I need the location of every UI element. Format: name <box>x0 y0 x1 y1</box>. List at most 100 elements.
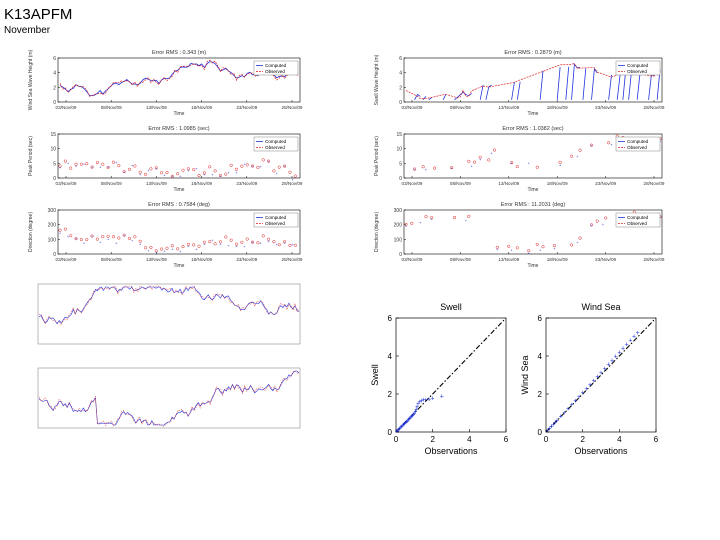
data-point: + <box>595 374 599 381</box>
observed-point <box>578 148 582 152</box>
x-tick-label: 28/Nov/09 <box>644 105 665 110</box>
computed-point: + <box>187 168 190 173</box>
y-tick-label: 4 <box>388 352 393 361</box>
legend-box <box>253 60 299 76</box>
x-axis-label: Time <box>528 187 539 193</box>
observed-point <box>95 237 99 241</box>
computed-point: + <box>115 241 118 246</box>
observed-point <box>256 165 260 169</box>
data-point: + <box>416 401 420 408</box>
computed-point: + <box>75 163 78 168</box>
observed-point <box>95 160 99 165</box>
y-tick-label: 0 <box>399 252 402 258</box>
observed-point <box>197 244 201 248</box>
y-tick-label: 4 <box>399 71 402 77</box>
y-tick-label: 0 <box>53 100 56 106</box>
x-tick-label: 28/Nov/09 <box>644 257 665 262</box>
y-tick-label: 4 <box>53 71 56 77</box>
computed-point: + <box>219 242 222 247</box>
x-axis-label: Observations <box>424 446 478 456</box>
y-tick-label: 15 <box>50 132 56 138</box>
observed-point <box>535 242 539 246</box>
observed-point <box>527 249 531 253</box>
x-tick-label: 28/Nov/09 <box>282 257 303 262</box>
observed-point <box>79 238 83 242</box>
data-point: + <box>603 366 607 373</box>
observed-point <box>404 222 408 226</box>
computed-point: + <box>235 243 238 248</box>
x-tick-label: 08/Nov/09 <box>450 105 471 110</box>
observed-point <box>467 159 471 163</box>
x-tick-label: 13/Nov/09 <box>146 181 167 186</box>
observed-point <box>240 164 244 168</box>
observed-point <box>202 171 206 175</box>
computed-point: + <box>139 172 142 177</box>
y-axis-label: Direction (degree) <box>28 212 34 252</box>
data-point: + <box>403 420 407 427</box>
observed-point <box>69 234 73 238</box>
computed-point: + <box>559 163 562 168</box>
observed-point <box>569 154 574 158</box>
observed-point <box>283 240 287 244</box>
observed-point <box>117 164 121 168</box>
observed-point <box>213 169 217 173</box>
x-tick-label: 23/Nov/09 <box>236 105 257 110</box>
x-tick-label: 03/Nov/09 <box>56 181 77 186</box>
x-tick-label: 4 <box>467 435 472 444</box>
x-tick-label: 18/Nov/09 <box>547 257 568 262</box>
computed-point: + <box>171 246 174 251</box>
computed-point: + <box>267 159 270 164</box>
observed-point <box>569 243 574 247</box>
observed-point <box>234 242 239 246</box>
observed-point <box>218 240 222 244</box>
data-point: + <box>406 418 410 425</box>
computed-point: + <box>283 164 286 169</box>
y-tick-label: 100 <box>394 237 403 243</box>
observed-point <box>450 166 454 170</box>
x-tick-label: 23/Nov/09 <box>595 257 616 262</box>
computed-point: + <box>576 154 579 159</box>
scatter-title: Swell <box>440 302 462 312</box>
observed-point <box>478 155 482 159</box>
y-tick-label: 2 <box>538 390 543 399</box>
x-tick-label: 28/Nov/09 <box>644 181 665 186</box>
observed-point <box>410 221 414 225</box>
y-tick-label: 0 <box>538 428 543 437</box>
observed-point <box>101 235 105 239</box>
y-tick-label: 300 <box>48 208 57 214</box>
y-axis-label: Swell <box>370 364 380 386</box>
data-point: + <box>413 409 417 416</box>
observed-point <box>607 141 611 145</box>
x-tick-label: 03/Nov/09 <box>56 105 77 110</box>
x-tick-label: 28/Nov/09 <box>282 105 303 110</box>
data-point: + <box>411 411 415 418</box>
computed-point: + <box>251 163 254 168</box>
computed-point: + <box>131 238 134 243</box>
y-tick-label: 15 <box>396 132 402 138</box>
x-axis-label: Observations <box>574 446 628 456</box>
observed-point <box>218 173 222 177</box>
legend-computed-label: Computed <box>265 63 287 68</box>
legend-computed-label: Computed <box>627 139 649 144</box>
observed-point <box>58 164 62 168</box>
observed-point <box>495 245 499 249</box>
observed-point <box>293 243 297 247</box>
comparison-figure <box>24 276 308 446</box>
observed-point <box>510 161 514 165</box>
observed-point <box>117 236 121 240</box>
computed-point: + <box>553 246 556 251</box>
observed-point <box>181 168 185 172</box>
observed-point <box>245 163 249 167</box>
data-point: + <box>399 424 403 431</box>
legend-box <box>615 60 661 76</box>
computed-point: + <box>528 250 531 255</box>
y-tick-label: 0 <box>399 100 402 106</box>
computed-point: + <box>99 165 102 170</box>
panel-title: Error RMS : 11.2031 (deg) <box>501 202 566 208</box>
observed-point <box>69 166 73 170</box>
observed-point <box>160 247 164 251</box>
observed-point <box>578 236 582 240</box>
y-axis-label: Wind Sea Wave Height (m) <box>28 49 34 110</box>
x-tick-label: 23/Nov/09 <box>595 181 616 186</box>
